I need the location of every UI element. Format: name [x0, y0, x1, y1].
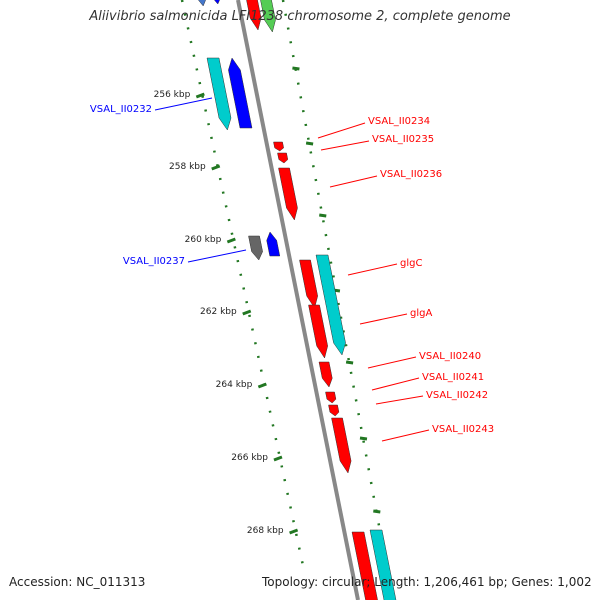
tick-label: 266 kbp: [231, 453, 268, 463]
gene-arrow-top: [214, 0, 220, 5]
gene-arrow-glga: [308, 304, 328, 359]
gene-arrow-vsal-ii0232: [228, 57, 253, 129]
tick-mark-right: [305, 141, 314, 146]
gene-arrow-cyan: [206, 57, 232, 131]
gene-arrow-vsal-ii0237: [266, 231, 281, 257]
gene-label: VSAL_II0240: [419, 351, 481, 362]
gene-arrow-top: [260, 0, 276, 33]
gene-label: VSAL_II0232: [90, 104, 152, 115]
gene-leader-line: [154, 97, 213, 111]
gene-arrow-glgc: [299, 259, 318, 309]
tick-mark-right: [345, 360, 354, 365]
gene-leader-line: [367, 356, 417, 369]
gene-arrow-cyan: [315, 254, 346, 356]
accession-text: Accession: NC_011313: [9, 575, 146, 589]
tick-label: 260 kbp: [185, 235, 222, 245]
gene-label: VSAL_II0241: [422, 372, 484, 383]
tick-label: 256 kbp: [154, 90, 191, 100]
gene-leader-line: [359, 313, 408, 325]
gene-arrow-vsal-ii0242: [328, 404, 340, 417]
tick-mark: [211, 164, 221, 171]
backbone-line: [236, 0, 360, 600]
tick-label: 262 kbp: [200, 307, 237, 317]
tick-label: 258 kbp: [169, 162, 206, 172]
gene-leader-line: [187, 249, 247, 263]
gene-leader-line: [347, 263, 398, 276]
gene-label: VSAL_II0243: [432, 424, 494, 435]
gene-arrow-bottom: [351, 531, 378, 600]
gene-arrow-bottom: [369, 529, 397, 600]
gene-leader-line: [329, 175, 378, 188]
gene-arrow-gray: [248, 235, 263, 261]
gene-leader-line: [381, 429, 430, 442]
gene-label: VSAL_II0236: [380, 169, 442, 180]
gene-arrow-vsal-ii0235: [277, 152, 289, 164]
tick-label: 264 kbp: [216, 380, 253, 390]
gene-label: VSAL_II0234: [368, 116, 430, 127]
genome-title: Aliivibrio salmonicida LFI1238 chromosom…: [89, 9, 511, 24]
tick-mark-right: [319, 213, 327, 218]
gene-arrow-vsal-ii0243: [331, 417, 352, 474]
gene-arrow-vsal-ii0241: [325, 391, 337, 404]
tick-label: 268 kbp: [247, 526, 284, 536]
gene-arrow-vsal-ii0240: [318, 361, 333, 388]
gene-arrow-vsal-ii0234: [273, 141, 284, 152]
tick-mark: [273, 455, 283, 462]
tick-mark: [195, 92, 205, 99]
gene-leader-line: [320, 140, 370, 151]
gene-leader-line: [317, 122, 366, 139]
gene-label: VSAL_II0235: [372, 134, 434, 145]
gene-label: VSAL_II0242: [426, 390, 488, 401]
tick-mark: [289, 528, 299, 535]
tick-mark-right: [292, 66, 300, 71]
tick-mark: [257, 382, 267, 389]
gene-arrow-vsal-ii0236: [278, 167, 298, 221]
gene-label: glgA: [410, 308, 432, 319]
gene-arrow-top: [246, 0, 262, 31]
tick-mark: [226, 237, 236, 244]
gene-label: VSAL_II0237: [123, 256, 185, 267]
gene-leader-line: [375, 395, 424, 405]
topology-text: Topology: circular; Length: 1,206,461 bp…: [262, 575, 592, 589]
tick-mark: [242, 309, 252, 316]
gene-label: glgC: [400, 258, 422, 269]
gene-arrow-top: [198, 0, 206, 7]
gene-leader-line: [371, 377, 420, 391]
tick-mark-right: [373, 509, 381, 514]
tick-mark-right: [359, 436, 368, 441]
